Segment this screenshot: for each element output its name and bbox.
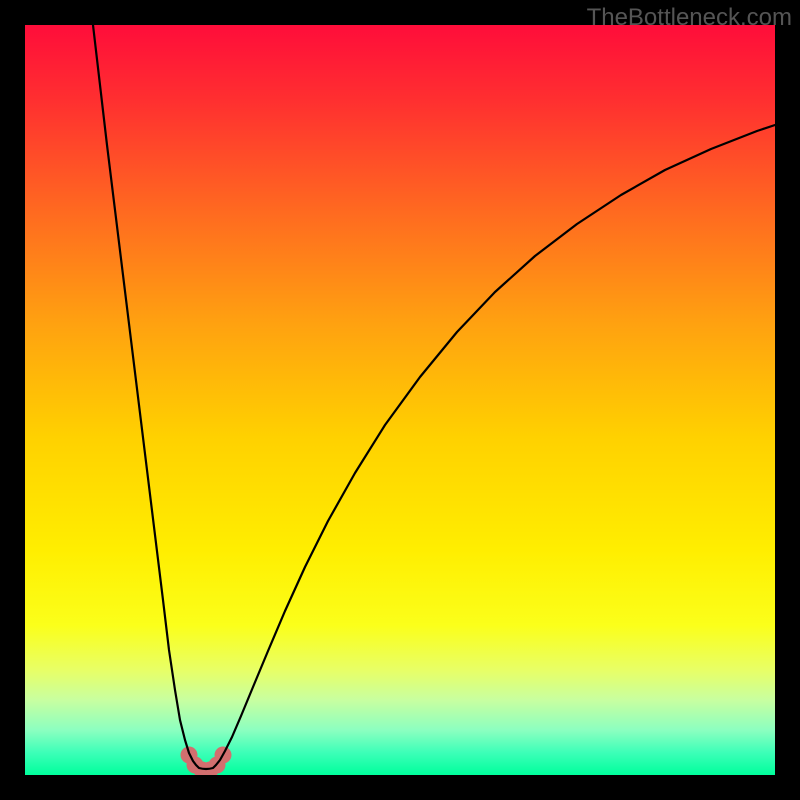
watermark-text: TheBottleneck.com xyxy=(587,4,792,32)
plot-area xyxy=(25,25,775,775)
bottleneck-curve xyxy=(93,25,775,769)
curve-layer xyxy=(25,25,775,775)
chart-frame: TheBottleneck.com xyxy=(0,0,800,800)
